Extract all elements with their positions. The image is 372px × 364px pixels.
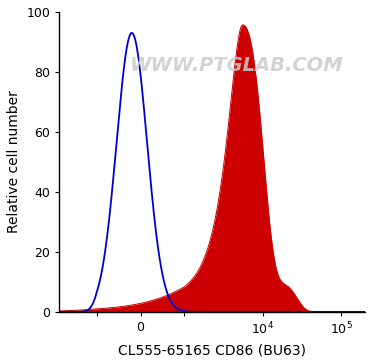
- Y-axis label: Relative cell number: Relative cell number: [7, 91, 21, 233]
- Text: WWW.PTGLAB.COM: WWW.PTGLAB.COM: [130, 56, 343, 75]
- X-axis label: CL555-65165 CD86 (BU63): CL555-65165 CD86 (BU63): [118, 343, 306, 357]
